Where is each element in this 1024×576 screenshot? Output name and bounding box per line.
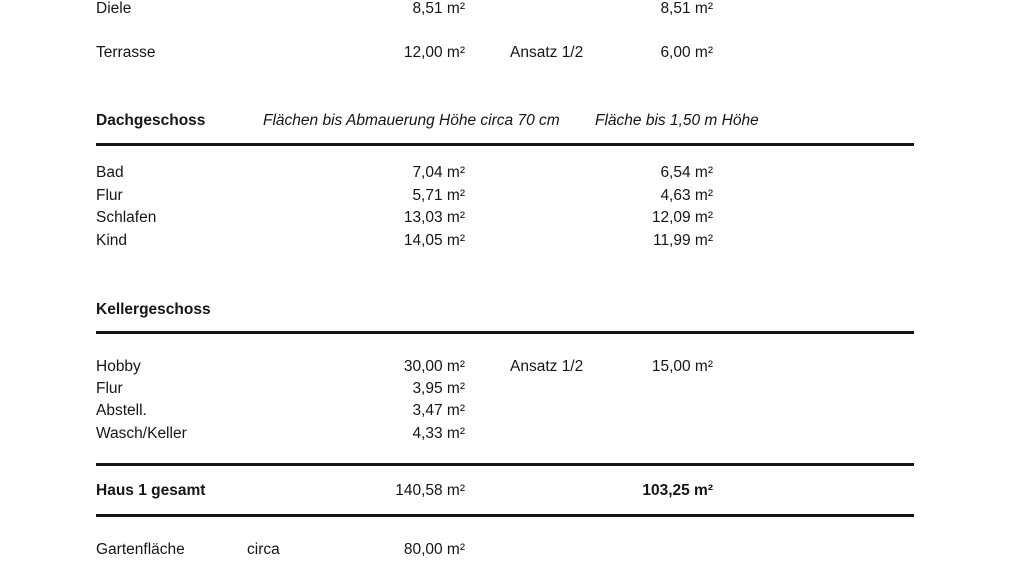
total-area-full: 140,58 m²: [395, 482, 465, 499]
section-title: Kellergeschoss: [96, 301, 211, 318]
section-note-full-area: Flächen bis Abmauerung Höhe circa 70 cm: [263, 112, 560, 129]
total-label: Haus 1 gesamt: [96, 482, 206, 499]
room-label: Wasch/Keller: [96, 425, 187, 442]
divider-rule: [96, 514, 914, 517]
room-label: Terrasse: [96, 44, 156, 61]
area-value-full: 8,51 m²: [412, 0, 465, 17]
garden-label: Gartenfläche: [96, 541, 185, 558]
area-value-full: 4,33 m²: [412, 425, 465, 442]
room-row-flur-dg: Flur 5,71 m² 4,63 m²: [96, 185, 914, 207]
room-row-bad: Bad 7,04 m² 6,54 m²: [96, 162, 914, 184]
total-row: Haus 1 gesamt 140,58 m² 103,25 m²: [96, 480, 914, 502]
area-value-full: 3,95 m²: [412, 380, 465, 397]
area-value-full: 3,47 m²: [412, 402, 465, 419]
area-value-counted: 11,99 m²: [652, 232, 713, 249]
room-label: Flur: [96, 187, 123, 204]
divider-rule: [96, 331, 914, 334]
room-row-hobby: Hobby 30,00 m² Ansatz 1/2 15,00 m²: [96, 356, 914, 378]
circa-qualifier: circa: [247, 541, 280, 558]
ansatz-label: Ansatz 1/2: [510, 44, 584, 61]
area-value-full: 12,00 m²: [403, 44, 465, 61]
area-value-full: 5,71 m²: [412, 187, 465, 204]
section-header-dachgeschoss: Dachgeschoss Flächen bis Abmauerung Höhe…: [96, 110, 914, 132]
room-label: Hobby: [96, 358, 141, 375]
area-value-counted: 15,00 m²: [651, 358, 713, 375]
room-label: Schlafen: [96, 209, 157, 226]
room-label: Flur: [96, 380, 123, 397]
divider-rule: [96, 463, 914, 466]
area-value-full: 14,05 m²: [403, 232, 465, 249]
area-value-counted: 4,63 m²: [660, 187, 713, 204]
area-value-counted: 8,51 m²: [660, 0, 713, 17]
area-value-full: 30,00 m²: [403, 358, 465, 375]
room-row-kind: Kind 14,05 m² 11,99 m²: [96, 230, 914, 252]
area-value-counted: 6,00 m²: [660, 44, 713, 61]
room-row-wasch-keller: Wasch/Keller 4,33 m²: [96, 423, 914, 445]
room-label: Bad: [96, 164, 124, 181]
room-label: Kind: [96, 232, 128, 249]
room-row-flur-kg: Flur 3,95 m²: [96, 378, 914, 400]
area-value-full: 13,03 m²: [403, 209, 465, 226]
ansatz-label: Ansatz 1/2: [510, 358, 584, 375]
room-label: Diele: [96, 0, 132, 17]
room-label: Abstell.: [96, 402, 147, 419]
room-row-abstell: Abstell. 3,47 m²: [96, 400, 914, 422]
total-area-counted: 103,25 m²: [642, 482, 713, 499]
room-row-terrasse: Terrasse 12,00 m² Ansatz 1/2 6,00 m²: [96, 42, 914, 64]
divider-rule: [96, 143, 914, 146]
garden-area-value: 80,00 m²: [403, 541, 465, 558]
area-value-counted: 6,54 m²: [660, 164, 713, 181]
area-value-counted: 12,09 m²: [651, 209, 713, 226]
section-header-kellergeschoss: Kellergeschoss: [96, 299, 914, 321]
room-row-diele: Diele 8,51 m² 8,51 m²: [96, 0, 914, 20]
garden-row: Gartenfläche circa 80,00 m²: [96, 539, 914, 561]
section-title: Dachgeschoss: [96, 112, 206, 129]
room-row-schlafen: Schlafen 13,03 m² 12,09 m²: [96, 207, 914, 229]
area-value-full: 7,04 m²: [412, 164, 465, 181]
section-note-counted-area: Fläche bis 1,50 m Höhe: [595, 112, 759, 129]
